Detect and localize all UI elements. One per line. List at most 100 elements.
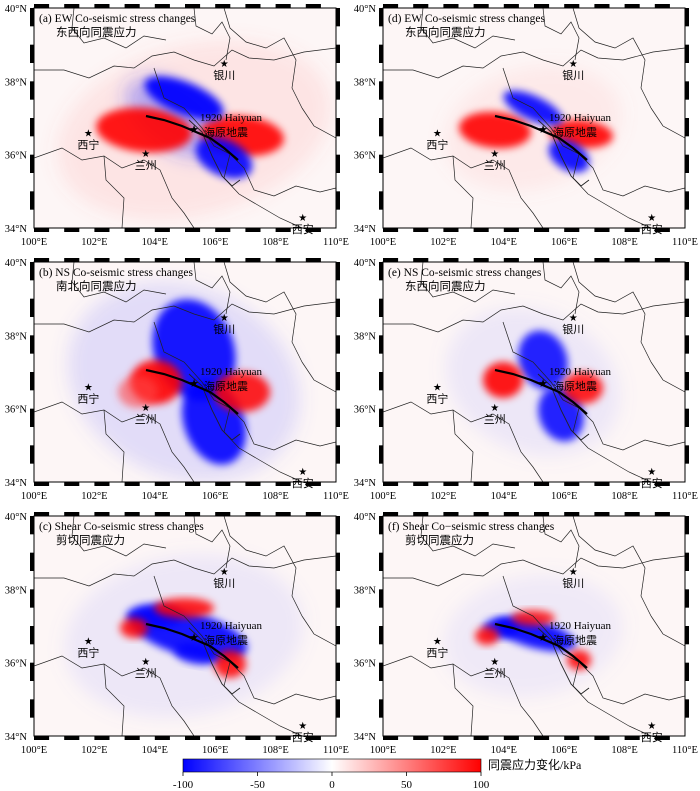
y-tick-label: 36°N [5,405,28,416]
x-tick-label: 106°E [551,237,577,248]
y-tick-label: 40°N [354,258,377,269]
x-tick-label: 100°E [21,745,47,756]
x-tick-label: 104°E [491,491,517,502]
city-label: 西安 [641,476,663,490]
x-tick-label: 108°E [262,237,288,248]
panel-subtitle: 剪切同震应力 [56,533,125,547]
x-tick-label: 104°E [142,237,168,248]
panel-title: (e) NS Co-seismic stress changes [388,267,542,279]
x-tick-label: 110°E [323,745,349,756]
boundary-line [103,663,125,736]
city-star-icon: ★ [490,149,499,160]
stress-anomaly [118,376,158,408]
haiyuan-fault [494,114,588,161]
x-tick-label: 100°E [370,237,396,248]
city-label: 兰州 [484,413,506,426]
map-frame [30,4,340,232]
river-line [537,627,590,695]
map-frame [379,258,689,486]
city-star-icon: ★ [298,467,307,478]
stress-anomaly [154,598,214,618]
colorbar-tick-label: -100 [173,779,194,791]
haiyuan-fault [145,622,239,669]
stress-anomaly [214,650,246,678]
city-label: 兰州 [484,667,506,680]
map-frame [30,512,340,740]
boundary-line [383,401,544,482]
boundary-line [383,47,685,79]
x-tick-label: 104°E [491,745,517,756]
boundary-line [71,8,167,49]
stress-anomaly [548,139,590,173]
y-tick-label: 34°N [354,732,377,743]
city-star-icon: ★ [569,59,578,70]
province-boundaries [34,8,336,228]
city-star-icon: ★ [647,213,656,224]
city-label: 西安 [641,730,663,744]
boundary-line [420,262,516,303]
y-tick-label: 34°N [354,224,377,235]
city-label: 兰州 [135,159,157,172]
y-tick-label: 40°N [5,258,28,269]
city-label: 银川 [213,322,235,336]
panel-subtitle: 东西向同震应力 [56,25,137,39]
x-tick-label: 100°E [21,491,47,502]
boundary-line [650,107,685,139]
y-tick-label: 36°N [354,151,377,162]
colorbar-tick-label: 50 [401,779,413,791]
boundary-line [542,262,580,315]
epicenter-label-cn: 海原地震 [204,125,248,139]
x-tick-label: 104°E [491,237,517,248]
boundary-line [34,401,195,482]
boundary-line [193,262,231,315]
boundary-line [301,107,336,139]
city-star-icon: ★ [141,657,150,668]
city-label: 西安 [641,222,663,236]
epicenter-star-icon: ★ [538,632,548,644]
boundary-line [383,555,685,587]
boundary-line [103,409,125,482]
x-tick-label: 100°E [370,491,396,502]
epicenter-label-cn: 海原地震 [553,125,597,139]
boundary-line [383,147,544,228]
epicenter-star-icon: ★ [189,632,199,644]
stress-anomaly [214,372,270,412]
x-tick-label: 110°E [323,491,349,502]
boundary-line [572,516,652,617]
x-tick-label: 102°E [430,237,456,248]
city-star-icon: ★ [490,657,499,668]
x-tick-label: 108°E [611,237,637,248]
y-tick-label: 40°N [354,512,377,523]
y-tick-label: 40°N [5,4,28,15]
stress-anomaly [174,643,218,665]
boundary-line [223,516,303,617]
city-label: 西宁 [77,646,99,660]
boundary-line [502,321,685,451]
epicenter-label-cn: 海原地震 [204,633,248,647]
x-tick-label: 110°E [672,745,698,756]
boundary-line [542,516,580,569]
panel-subtitle: 东西向同震应力 [405,25,486,39]
boundary-line [572,8,652,109]
colorbar: -100 -50 0 50 100 同震应力变化/kPa [173,757,582,791]
y-tick-label: 36°N [5,151,28,162]
city-star-icon: ★ [569,313,578,324]
x-tick-label: 102°E [430,745,456,756]
boundary-line [223,661,303,736]
river-line [537,119,590,187]
x-tick-label: 106°E [202,237,228,248]
stress-anomaly [195,137,253,179]
city-label: 西宁 [77,138,99,152]
map-frame [30,258,340,486]
province-boundaries [34,262,336,482]
x-tick-label: 106°E [551,745,577,756]
province-boundaries [34,516,336,736]
city-label: 兰州 [135,667,157,680]
city-star-icon: ★ [84,129,93,140]
city-label: 银川 [213,68,235,82]
boundary-line [420,8,516,49]
